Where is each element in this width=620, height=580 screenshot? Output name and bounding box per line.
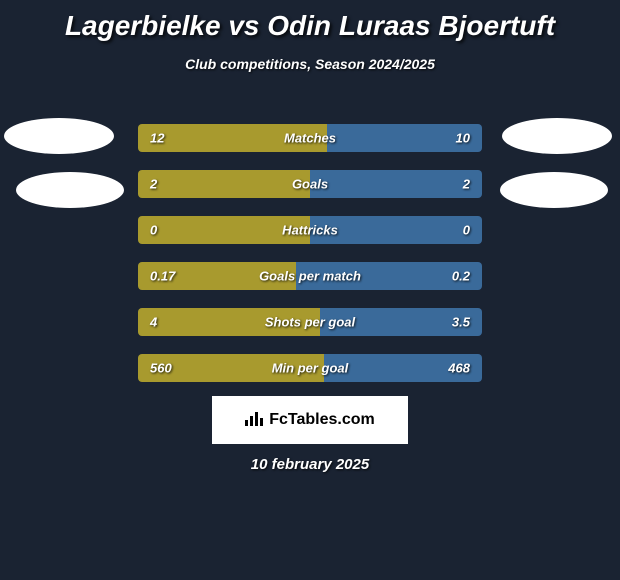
stat-row: 0.17 0.2 Goals per match — [138, 262, 482, 290]
comparison-stats: 12 10 Matches 2 2 Goals 0 0 Hattricks 0.17 0.2 Goal… — [138, 124, 482, 400]
player2-avatar-placeholder-2 — [500, 172, 608, 208]
stat-row: 4 3.5 Shots per goal — [138, 308, 482, 336]
player2-avatar-placeholder-1 — [502, 118, 612, 154]
stat-bar-right — [310, 170, 482, 198]
date-text: 10 february 2025 — [251, 456, 369, 473]
player1-avatar-placeholder-1 — [4, 118, 114, 154]
stat-label: Goals — [292, 177, 328, 192]
stat-value-left: 4 — [150, 315, 157, 330]
stat-value-right: 3.5 — [452, 315, 470, 330]
stat-value-right: 0.2 — [452, 269, 470, 284]
page-title: Lagerbielke vs Odin Luraas Bjoertuft — [0, 0, 620, 42]
stat-value-right: 468 — [448, 361, 470, 376]
player1-avatar-placeholder-2 — [16, 172, 124, 208]
stat-value-left: 0.17 — [150, 269, 175, 284]
stat-value-left: 0 — [150, 223, 157, 238]
stat-label: Hattricks — [282, 223, 338, 238]
branding-text: FcTables.com — [269, 411, 375, 429]
chart-bars-icon — [245, 410, 263, 431]
page-subtitle: Club competitions, Season 2024/2025 — [0, 56, 620, 72]
stat-value-right: 0 — [463, 223, 470, 238]
branding-badge: FcTables.com — [212, 396, 408, 444]
stat-label: Matches — [284, 131, 336, 146]
stat-row: 560 468 Min per goal — [138, 354, 482, 382]
stat-value-left: 2 — [150, 177, 157, 192]
stat-value-right: 2 — [463, 177, 470, 192]
stat-value-left: 12 — [150, 131, 164, 146]
stat-label: Shots per goal — [265, 315, 355, 330]
stat-row: 2 2 Goals — [138, 170, 482, 198]
stat-label: Goals per match — [259, 269, 361, 284]
stat-label: Min per goal — [272, 361, 349, 376]
stat-value-left: 560 — [150, 361, 172, 376]
stat-bar-left — [138, 170, 310, 198]
stat-value-right: 10 — [456, 131, 470, 146]
stat-row: 0 0 Hattricks — [138, 216, 482, 244]
stat-row: 12 10 Matches — [138, 124, 482, 152]
